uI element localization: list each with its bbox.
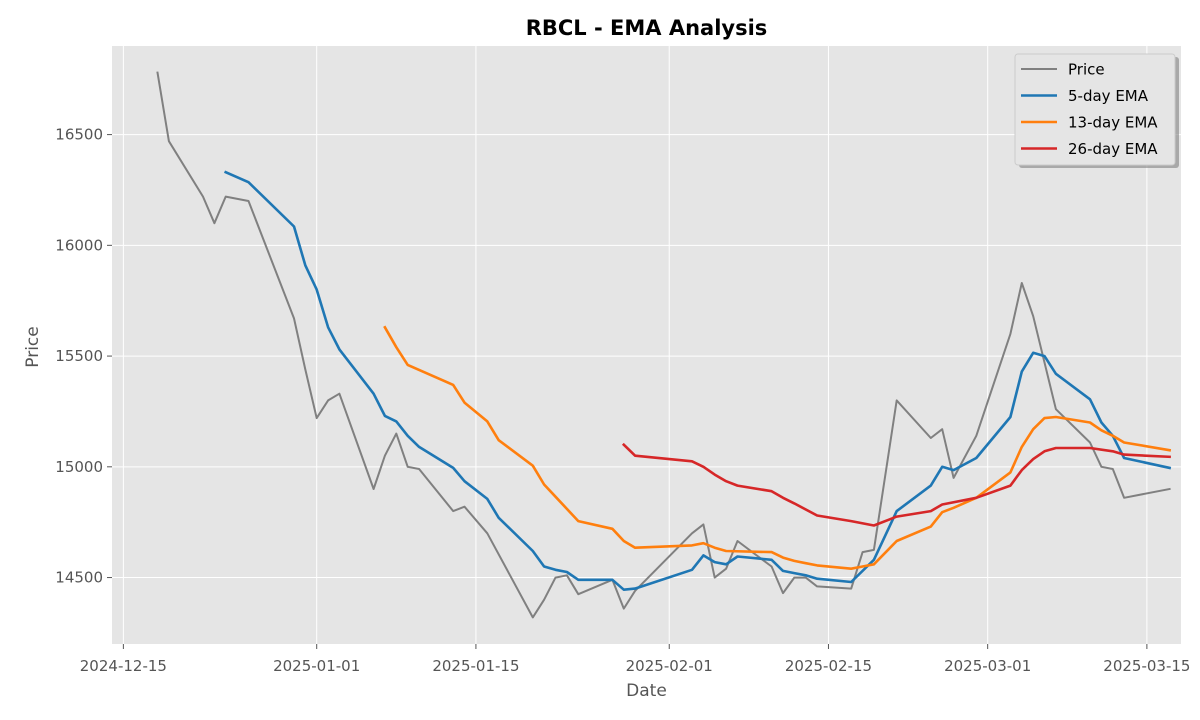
chart-title: RBCL - EMA Analysis [526,16,768,40]
x-axis-label: Date [626,681,667,701]
x-tick-label: 2024-12-15 [80,657,167,675]
series-lines [156,71,1172,619]
y-axis-ticks: 14500 15000 15500 16000 16500 [55,126,112,587]
legend-items: Price 5-day EMA 13-day EMA 26-day EMA [1021,61,1158,158]
legend-box [1014,53,1176,166]
legend-label: 5-day EMA [1068,87,1149,105]
series-line-26-day-ema [621,442,1171,527]
series-line-5-day-ema [223,170,1172,592]
legend-label: Price [1068,61,1105,79]
legend: Price 5-day EMA 13-day EMA 26-day EMA [1014,53,1179,168]
y-tick-label: 16500 [55,126,103,144]
plot-area [112,46,1181,644]
y-tick-label: 14500 [55,569,103,587]
y-tick-label: 15500 [55,347,103,365]
series-line-13-day-ema [383,325,1172,571]
y-tick-label: 16000 [55,236,103,254]
x-tick-label: 2025-03-15 [1103,657,1190,675]
x-tick-label: 2025-02-01 [626,657,713,675]
x-axis-ticks: 2024-12-15 2025-01-01 2025-01-15 2025-02-01… [80,644,1190,675]
x-tick-label: 2025-02-15 [785,657,872,675]
legend-label: 13-day EMA [1068,114,1158,132]
y-tick-label: 15000 [55,458,103,476]
x-tick-label: 2025-03-01 [944,657,1031,675]
legend-label: 26-day EMA [1068,140,1158,158]
series-line-price [156,71,1171,619]
x-tick-label: 2025-01-01 [273,657,360,675]
x-tick-label: 2025-01-15 [432,657,519,675]
y-axis-label: Price [23,326,43,367]
